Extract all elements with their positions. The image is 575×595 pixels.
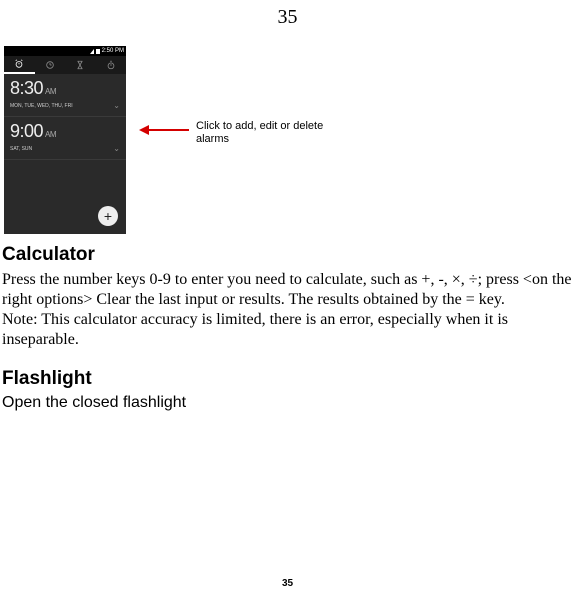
- body-text: Calculator Press the number keys 0-9 to …: [0, 244, 575, 412]
- tab-clock[interactable]: [35, 56, 66, 74]
- alarm-days: SAT, SUN ⌄: [10, 144, 120, 153]
- tab-stopwatch[interactable]: [96, 56, 127, 74]
- alarm-app-screenshot: 2:50 PM 8:30AM MON, TUE, WED, THU, FRI ⌄: [4, 46, 126, 234]
- alarm-ampm: AM: [45, 87, 56, 96]
- callout-line1: Click to add, edit or delete: [196, 120, 323, 132]
- alarm-time: 9:00AM: [10, 121, 120, 142]
- stopwatch-icon: [106, 60, 116, 70]
- battery-icon: [96, 49, 100, 54]
- alarm-time: 8:30AM: [10, 78, 120, 99]
- alarm-days: MON, TUE, WED, THU, FRI ⌄: [10, 101, 120, 110]
- callout-line2: alarms: [196, 133, 229, 145]
- hourglass-icon: [75, 60, 85, 70]
- alarm-time-value: 9:00: [10, 121, 43, 141]
- status-bar: 2:50 PM: [4, 46, 126, 56]
- chevron-down-icon: ⌄: [113, 101, 120, 110]
- alarm-icon: [14, 59, 24, 69]
- alarm-ampm: AM: [45, 130, 56, 139]
- tab-bar: [4, 56, 126, 74]
- tab-alarm[interactable]: [4, 56, 35, 74]
- signal-icon: [90, 49, 94, 54]
- calculator-paragraph-1: Press the number keys 0-9 to enter you n…: [2, 270, 573, 310]
- alarm-time-value: 8:30: [10, 78, 43, 98]
- plus-icon: +: [104, 209, 112, 223]
- status-time: 2:50 PM: [102, 48, 124, 54]
- alarm-row[interactable]: 9:00AM SAT, SUN ⌄: [4, 117, 126, 160]
- chevron-down-icon: ⌄: [113, 144, 120, 153]
- flashlight-text: Open the closed flashlight: [2, 394, 573, 412]
- arrow-line: [147, 129, 189, 131]
- clock-icon: [45, 60, 55, 70]
- add-alarm-button[interactable]: +: [98, 206, 118, 226]
- page-number-top: 35: [0, 0, 575, 29]
- calculator-heading: Calculator: [2, 244, 573, 266]
- calculator-paragraph-2: Note: This calculator accuracy is limite…: [2, 310, 573, 350]
- alarm-row[interactable]: 8:30AM MON, TUE, WED, THU, FRI ⌄: [4, 74, 126, 117]
- alarm-days-text: SAT, SUN: [10, 146, 32, 152]
- page-number-bottom: 35: [0, 578, 575, 589]
- flashlight-heading: Flashlight: [2, 368, 573, 390]
- callout-arrow: [139, 125, 189, 135]
- callout-text: Click to add, edit or delete alarms: [196, 120, 346, 146]
- alarm-days-text: MON, TUE, WED, THU, FRI: [10, 103, 73, 109]
- tab-timer[interactable]: [65, 56, 96, 74]
